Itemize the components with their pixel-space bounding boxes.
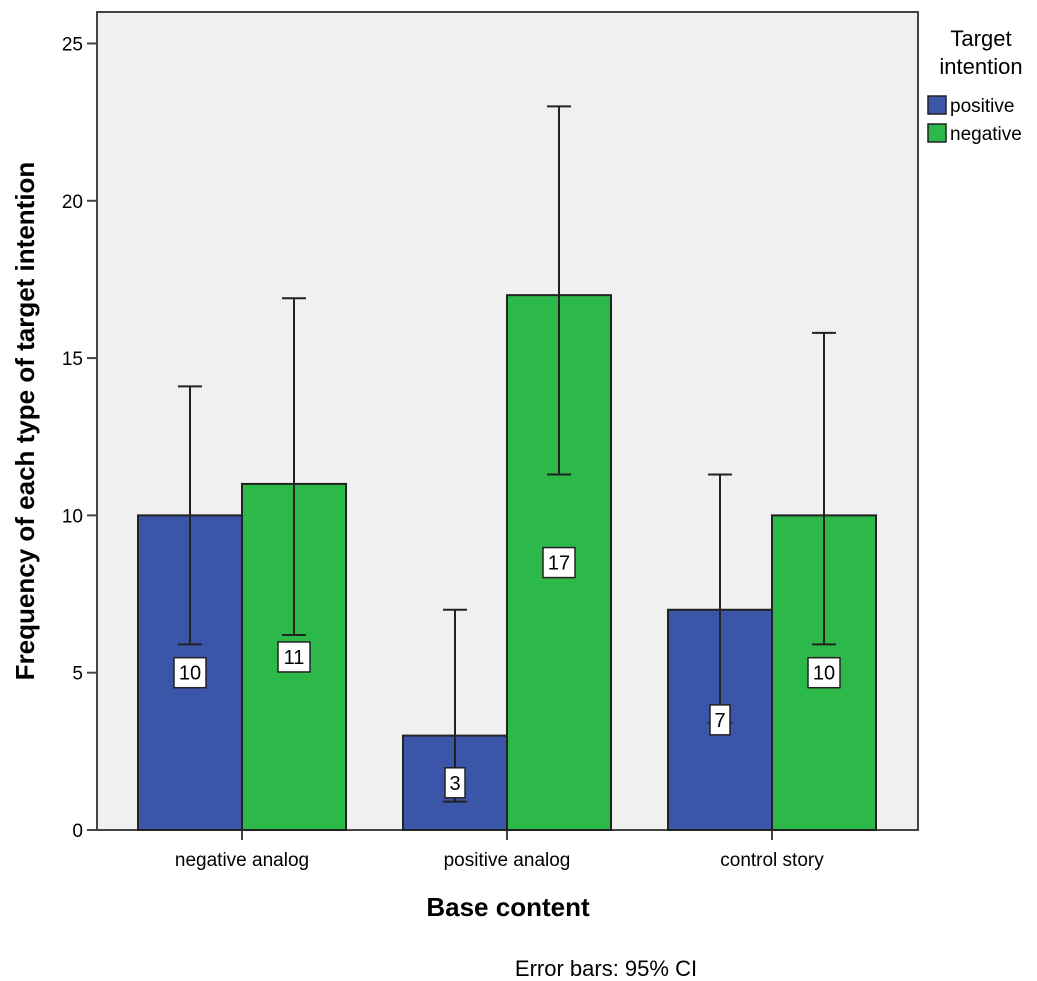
- data-label: 11: [284, 647, 305, 669]
- data-label: 10: [813, 663, 835, 685]
- x-axis: negative analog positive analog control st…: [175, 830, 824, 871]
- y-axis: 0 5 10 15 20 25: [62, 34, 97, 842]
- data-label: 17: [548, 553, 570, 575]
- y-axis-title: Frequency of each type of target intenti…: [10, 162, 40, 681]
- data-label-box: [807, 656, 841, 689]
- legend-swatch-positive: [927, 95, 947, 115]
- data-label-box: [542, 546, 576, 579]
- y-tick-label: 5: [72, 664, 83, 685]
- y-tick-label: 20: [62, 192, 83, 213]
- data-label-box: [709, 704, 731, 736]
- y-tick-label: 0: [72, 821, 83, 842]
- data-label: 3: [449, 773, 460, 795]
- legend-label-negative: negative: [950, 124, 1022, 145]
- y-tick-label: 10: [62, 506, 83, 527]
- x-tick-label: negative analog: [175, 850, 309, 871]
- y-tick-label: 15: [62, 349, 83, 370]
- legend-label-positive: positive: [950, 96, 1014, 117]
- legend-title-line-2: intention: [939, 54, 1022, 79]
- footnote: Error bars: 95% CI: [515, 956, 697, 981]
- data-label-box: [277, 641, 311, 673]
- legend-title-line-1: Target: [950, 26, 1011, 51]
- data-label-box: [173, 656, 207, 689]
- data-label: 7: [714, 710, 725, 732]
- legend-swatch-negative: [927, 123, 947, 143]
- x-axis-title: Base content: [426, 892, 590, 922]
- error-bars: [178, 105, 836, 803]
- data-labels: 10 3 7 11 17 10: [173, 546, 841, 799]
- x-tick-label: positive analog: [444, 850, 571, 871]
- y-tick-label: 25: [62, 34, 83, 55]
- legend: Target intention positive negative: [927, 26, 1023, 145]
- x-tick-label: control story: [720, 850, 824, 871]
- data-label: 10: [179, 663, 201, 685]
- data-label-box: [444, 767, 466, 799]
